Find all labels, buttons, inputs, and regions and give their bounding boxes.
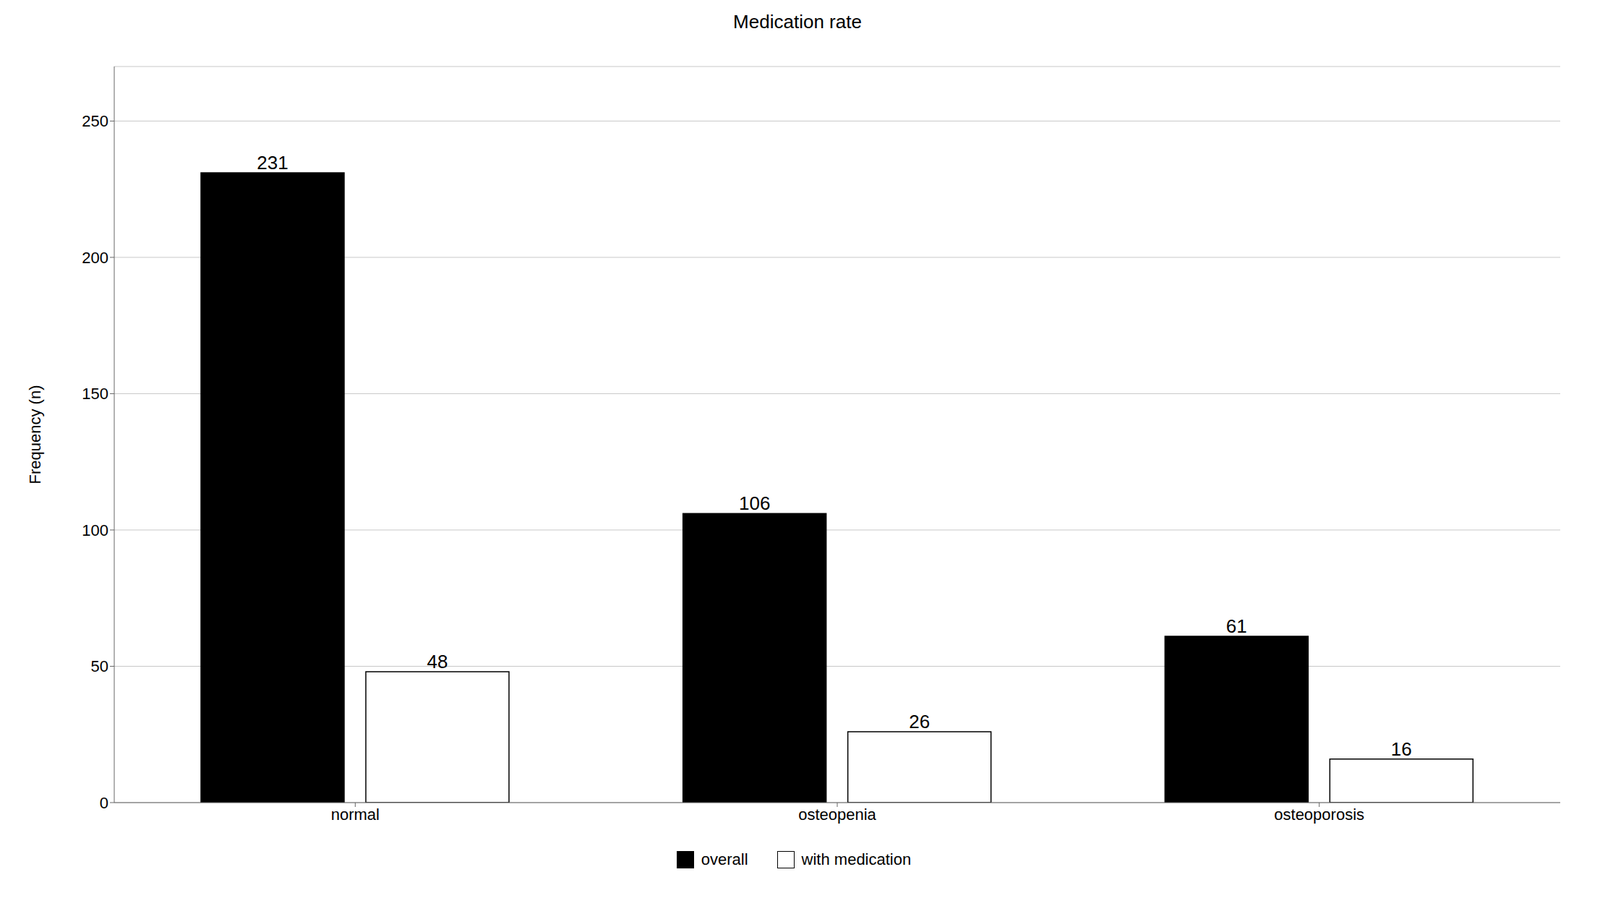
svg-text:Frequency (n): Frequency (n) [26,385,45,485]
svg-text:16: 16 [1391,738,1413,760]
html-text:with medication: with medication [801,850,912,869]
svg-text:231: 231 [256,151,288,174]
svg-text:61: 61 [1226,615,1248,637]
svg-text:150: 150 [81,384,109,403]
html-text:Medication rate: Medication rate [733,10,862,33]
html-text:overall: overall [701,850,749,869]
svg-text:0: 0 [99,793,109,812]
svg-text:250: 250 [81,112,109,131]
svg-text:normal: normal [331,805,380,824]
svg-text:osteopenia: osteopenia [798,805,877,824]
svg-text:26: 26 [908,710,930,733]
svg-text:50: 50 [91,657,109,676]
svg-text:osteoporosis: osteoporosis [1273,805,1365,824]
svg-text:200: 200 [81,248,109,267]
svg-text:106: 106 [738,492,770,515]
svg-text:100: 100 [81,521,109,540]
svg-text:48: 48 [427,650,449,673]
